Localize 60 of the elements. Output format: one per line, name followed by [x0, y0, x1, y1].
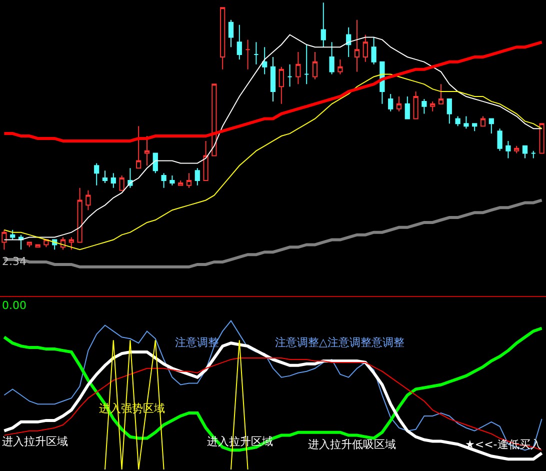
candlestick — [312, 52, 318, 80]
candlestick — [110, 172, 116, 188]
candlestick — [296, 52, 301, 85]
candlestick — [354, 19, 360, 72]
candlestick — [506, 140, 511, 159]
candlestick — [488, 118, 494, 134]
candlestick — [10, 229, 16, 240]
candlestick — [212, 84, 217, 156]
candlestick — [170, 175, 175, 186]
candlestick — [480, 116, 486, 127]
candlestick — [422, 98, 427, 114]
candlestick — [35, 244, 40, 248]
candlestick — [530, 150, 536, 159]
candlestick — [270, 56, 276, 102]
candlestick — [94, 162, 100, 186]
candlestick — [262, 46, 268, 75]
candlestick — [287, 64, 292, 88]
candlestick — [254, 42, 259, 65]
text: 0.00 — [2, 299, 26, 312]
candlestick — [194, 168, 200, 186]
candlestick — [278, 66, 284, 104]
candlestick — [522, 145, 528, 159]
candlestick — [220, 7, 226, 70]
candlestick — [161, 172, 166, 188]
candlestick — [136, 126, 142, 169]
candlestick — [464, 116, 469, 130]
candlestick — [178, 180, 184, 186]
candlestick — [329, 42, 334, 75]
annotation: 注意调整△注意调整意调整 — [275, 336, 404, 349]
candlestick — [186, 172, 192, 188]
candlestick — [77, 187, 82, 243]
candlestick — [388, 94, 394, 112]
candlestick — [404, 96, 410, 120]
candlestick — [68, 236, 74, 250]
candlestick — [455, 116, 460, 127]
candlestick — [396, 96, 402, 112]
candlestick — [245, 39, 250, 70]
candlestick — [320, 2, 326, 48]
candlestick — [371, 36, 376, 65]
candlestick — [144, 136, 150, 166]
candlestick — [430, 100, 436, 112]
annotation: 进入拉升区域 — [2, 435, 68, 448]
candlestick — [119, 175, 124, 191]
candlestick — [497, 128, 502, 152]
candlestick — [338, 58, 343, 75]
candlestick — [236, 24, 242, 60]
candlestick — [26, 242, 32, 248]
candlestick — [514, 145, 520, 154]
candlestick — [102, 170, 108, 184]
candlestick — [413, 91, 418, 120]
annotation: 进入拉升低吸区域 — [308, 438, 396, 451]
candlestick — [446, 98, 452, 124]
candlestick — [346, 26, 352, 58]
candlestick — [362, 34, 368, 62]
candlestick — [228, 19, 234, 48]
candlestick — [472, 123, 478, 132]
candlestick — [438, 84, 444, 104]
candlestick — [86, 190, 91, 211]
candlestick — [203, 140, 208, 181]
candlestick — [304, 44, 310, 85]
